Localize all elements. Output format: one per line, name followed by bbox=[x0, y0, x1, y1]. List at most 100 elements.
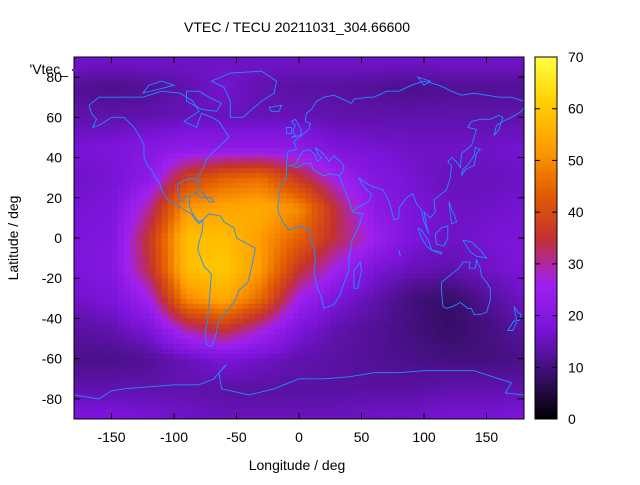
heatmap-cell bbox=[467, 258, 475, 264]
heatmap-cell bbox=[424, 137, 431, 143]
heatmap-cell bbox=[286, 403, 294, 410]
heatmap-cell bbox=[180, 132, 187, 138]
heatmap-cell bbox=[136, 298, 144, 304]
heatmap-cell bbox=[499, 298, 506, 304]
heatmap-cell bbox=[167, 273, 175, 279]
heatmap-cell bbox=[392, 122, 400, 128]
heatmap-cell bbox=[230, 278, 237, 284]
heatmap-cell bbox=[130, 202, 137, 209]
heatmap-cell bbox=[305, 82, 312, 88]
heatmap-cell bbox=[367, 92, 375, 98]
heatmap-cell bbox=[174, 157, 181, 163]
heatmap-cell bbox=[74, 107, 81, 113]
heatmap-cell bbox=[236, 92, 244, 98]
heatmap-cell bbox=[374, 283, 381, 289]
heatmap-cell bbox=[486, 157, 494, 163]
heatmap-cell bbox=[280, 338, 287, 344]
heatmap-cell bbox=[405, 238, 412, 244]
heatmap-cell bbox=[111, 177, 119, 184]
heatmap-cell bbox=[492, 132, 500, 138]
heatmap-cell bbox=[411, 77, 419, 83]
heatmap-cell bbox=[267, 353, 275, 360]
heatmap-cell bbox=[142, 82, 150, 88]
heatmap-cell bbox=[174, 343, 181, 350]
heatmap-cell bbox=[167, 102, 175, 108]
heatmap-cell bbox=[217, 132, 225, 138]
heatmap-cell bbox=[130, 263, 137, 269]
heatmap-cell bbox=[280, 107, 287, 113]
heatmap-cell bbox=[486, 263, 494, 269]
heatmap-cell bbox=[205, 167, 212, 174]
heatmap-cell bbox=[486, 137, 494, 143]
heatmap-cell bbox=[317, 202, 325, 209]
heatmap-cell bbox=[436, 207, 444, 214]
heatmap-cell bbox=[430, 238, 437, 244]
heatmap-cell bbox=[430, 258, 437, 264]
heatmap-cell bbox=[280, 268, 287, 274]
heatmap-cell bbox=[336, 323, 344, 329]
heatmap-cell bbox=[355, 197, 362, 204]
heatmap-cell bbox=[117, 308, 125, 314]
heatmap-cell bbox=[399, 313, 406, 319]
heatmap-cell bbox=[217, 353, 225, 360]
heatmap-cell bbox=[142, 92, 150, 98]
heatmap-cell bbox=[411, 167, 419, 174]
heatmap-cell bbox=[236, 408, 244, 415]
heatmap-cell bbox=[136, 137, 144, 143]
heatmap-cell bbox=[486, 197, 494, 204]
heatmap-cell bbox=[355, 107, 362, 113]
heatmap-cell bbox=[255, 298, 262, 304]
heatmap-cell bbox=[336, 182, 344, 189]
heatmap-cell bbox=[92, 348, 100, 355]
heatmap-cell bbox=[342, 167, 350, 174]
heatmap-cell bbox=[311, 388, 319, 395]
heatmap-cell bbox=[374, 338, 381, 344]
heatmap-cell bbox=[392, 107, 400, 113]
heatmap-cell bbox=[455, 318, 462, 324]
heatmap-cell bbox=[124, 373, 131, 380]
heatmap-cell bbox=[161, 313, 169, 319]
heatmap-cell bbox=[124, 293, 131, 299]
heatmap-cell bbox=[386, 238, 394, 244]
heatmap-cell bbox=[92, 333, 100, 339]
heatmap-cell bbox=[255, 197, 262, 204]
heatmap-cell bbox=[124, 353, 131, 360]
heatmap-cell bbox=[199, 268, 206, 274]
heatmap-cell bbox=[299, 142, 306, 148]
heatmap-cell bbox=[342, 212, 350, 219]
heatmap-cell bbox=[367, 207, 375, 214]
heatmap-cell bbox=[299, 127, 306, 133]
heatmap-cell bbox=[417, 393, 425, 400]
heatmap-cell bbox=[417, 378, 425, 385]
heatmap-cell bbox=[224, 268, 231, 274]
heatmap-cell bbox=[211, 253, 219, 259]
heatmap-cell bbox=[155, 298, 162, 304]
heatmap-cell bbox=[511, 363, 519, 370]
heatmap-cell bbox=[267, 388, 275, 395]
heatmap-cell bbox=[480, 177, 487, 184]
heatmap-cell bbox=[492, 202, 500, 209]
heatmap-cell bbox=[242, 212, 250, 219]
heatmap-cell bbox=[399, 72, 406, 78]
heatmap-cell bbox=[192, 182, 200, 189]
heatmap-cell bbox=[155, 388, 162, 395]
heatmap-cell bbox=[342, 318, 350, 324]
heatmap-cell bbox=[267, 127, 275, 133]
heatmap-cell bbox=[167, 187, 175, 194]
heatmap-cell bbox=[480, 167, 487, 174]
heatmap-cell bbox=[480, 157, 487, 163]
heatmap-cell bbox=[111, 117, 119, 123]
heatmap-cell bbox=[511, 348, 519, 355]
heatmap-cell bbox=[249, 122, 256, 128]
heatmap-cell bbox=[399, 293, 406, 299]
heatmap-cell bbox=[105, 323, 112, 329]
heatmap-cell bbox=[349, 137, 356, 143]
heatmap-cell bbox=[474, 398, 481, 405]
heatmap-cell bbox=[255, 162, 262, 169]
heatmap-cell bbox=[461, 217, 469, 224]
heatmap-cell bbox=[211, 353, 219, 360]
heatmap-cell bbox=[417, 413, 425, 419]
heatmap-cell bbox=[505, 167, 512, 174]
heatmap-cell bbox=[80, 263, 87, 269]
heatmap-cell bbox=[517, 353, 524, 360]
